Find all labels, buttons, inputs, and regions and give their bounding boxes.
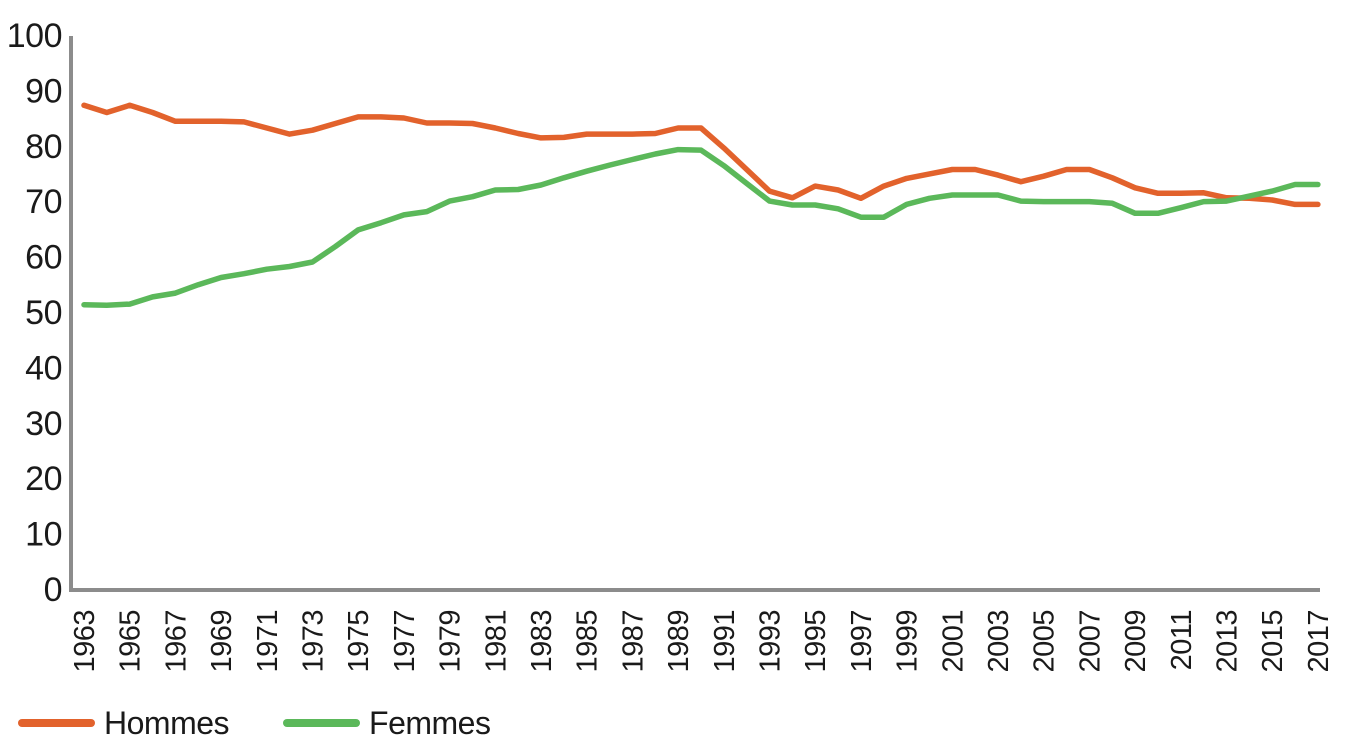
x-tick-label: 1995 [800, 610, 832, 673]
y-tick-label: 50 [25, 294, 62, 332]
x-tick-label: 2011 [1166, 610, 1198, 670]
x-tick-label: 1991 [709, 610, 741, 673]
legend-item-femmes: Femmes [283, 705, 491, 741]
series-line-femmes [81, 146, 1321, 308]
x-tick-label: 1985 [572, 610, 604, 673]
x-tick-label: 1969 [206, 610, 238, 673]
x-tick-label: 1973 [298, 610, 330, 673]
x-tick-label: 1993 [755, 610, 787, 673]
y-tick-label: 90 [25, 72, 62, 110]
x-tick-label: 2017 [1303, 610, 1335, 673]
x-tick-label: 2013 [1212, 610, 1244, 673]
x-tick-label: 1987 [617, 610, 649, 673]
legend-item-hommes: Hommes [18, 705, 230, 741]
legend-label-femmes: Femmes [369, 705, 491, 741]
y-tick-label: 60 [25, 239, 62, 277]
x-tick-label: 2007 [1074, 610, 1106, 673]
line-chart: 0 10 20 30 40 50 60 70 80 90 100 1963 1965 1967 1969 19… [7, 17, 1335, 673]
x-tick-label: 1979 [435, 610, 467, 673]
x-tick-label: 1989 [663, 610, 695, 673]
y-tick-label: 100 [7, 17, 62, 55]
x-tick-label: 1975 [343, 610, 375, 673]
x-tick-label: 1967 [160, 610, 192, 673]
legend-label-hommes: Hommes [104, 705, 230, 741]
x-tick-label: 1999 [892, 610, 924, 673]
y-tick-label: 70 [25, 183, 62, 221]
y-tick-label: 30 [25, 405, 62, 443]
x-tick-label: 2015 [1257, 610, 1289, 673]
x-tick-label: 1983 [526, 610, 558, 673]
y-tick-label: 10 [25, 516, 62, 554]
y-tick-label: 20 [25, 460, 62, 498]
chart-canvas: 0 10 20 30 40 50 60 70 80 90 100 1963 1965 1967 1969 19… [7, 17, 1335, 673]
y-tick-label: 80 [25, 128, 62, 166]
x-tick-label: 1981 [480, 610, 512, 673]
x-tick-label: 1971 [252, 610, 284, 673]
y-tick-label: 40 [25, 349, 62, 387]
x-tick-label: 2005 [1029, 610, 1061, 673]
x-tick-label: 2003 [983, 610, 1015, 673]
hommes-line-swatch [18, 719, 95, 727]
x-tick-label: 1977 [389, 610, 421, 673]
x-tick-label: 2001 [937, 610, 969, 673]
chart-legend: Hommes Femmes [18, 701, 491, 745]
x-tick-label: 1963 [69, 610, 101, 673]
series-line-hommes [81, 102, 1321, 208]
y-tick-label: 0 [44, 571, 62, 609]
x-tick-label: 1965 [115, 610, 147, 673]
x-tick-label: 1997 [846, 610, 878, 673]
femmes-line-swatch [283, 719, 361, 727]
x-tick-label: 2009 [1120, 610, 1152, 673]
